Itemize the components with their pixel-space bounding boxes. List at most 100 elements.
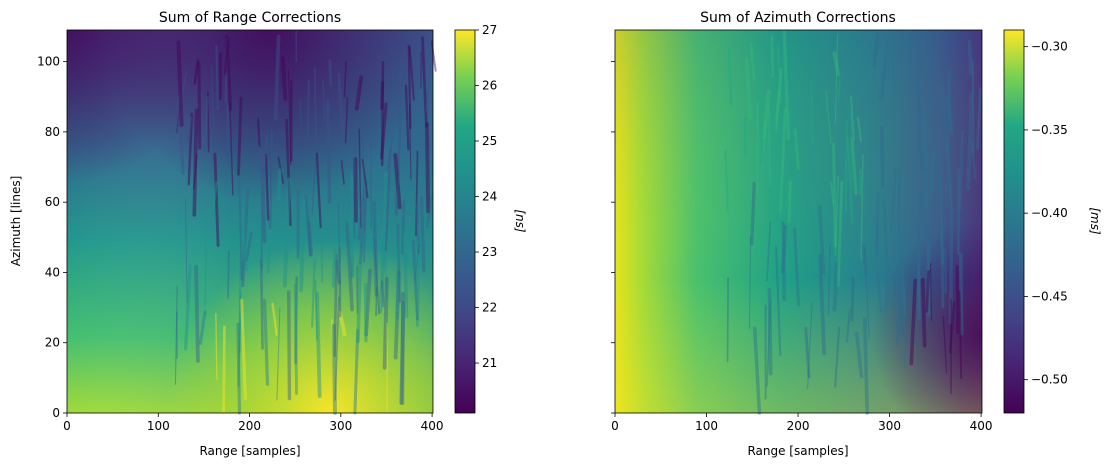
heatmap-streak [890, 168, 897, 236]
heatmap-streak [415, 47, 419, 91]
heatmap-streak [967, 40, 973, 76]
heatmap-streak [174, 285, 178, 385]
heatmap-streak [358, 128, 362, 228]
heatmap-streak [180, 70, 187, 100]
heatmap-streak [347, 216, 355, 278]
heatmap-streak [793, 128, 800, 170]
heatmap-streak [416, 254, 421, 327]
heatmap-streak [825, 90, 832, 144]
heatmap-streak [229, 102, 234, 196]
heatmap-streak [176, 40, 184, 127]
heatmap-streak [836, 180, 844, 287]
right-colorbar-frame [1003, 29, 1025, 414]
colorbar-tick-label: −0.35 [1031, 123, 1068, 137]
heatmap-streak [299, 98, 302, 125]
y-tick-label: 20 [45, 336, 60, 350]
heatmap-streak [340, 160, 345, 185]
heatmap-streak [856, 116, 863, 143]
heatmap-streak [282, 177, 291, 288]
heatmap-streak [382, 277, 389, 370]
heatmap-streak [328, 59, 333, 87]
heatmap-streak [415, 150, 419, 237]
heatmap-streak [775, 245, 782, 356]
heatmap-streak [381, 171, 388, 267]
heatmap-streak [361, 158, 369, 199]
heatmap-streak [245, 231, 253, 262]
heatmap-streak [178, 200, 182, 224]
heatmap-streak [939, 154, 945, 266]
heatmap-streak [761, 119, 766, 169]
heatmap-streak [193, 59, 200, 85]
heatmap-streak [827, 244, 831, 316]
heatmap-streak [404, 84, 410, 151]
heatmap-streak [837, 78, 841, 103]
colorbar-tick-label: 27 [482, 23, 497, 37]
heatmap-streak [749, 235, 752, 330]
heatmap-streak [285, 119, 292, 227]
heatmap-streak [415, 202, 420, 255]
heatmap-streak [287, 69, 292, 166]
heatmap-streak [332, 323, 337, 415]
heatmap-streak [945, 142, 954, 216]
heatmap-streak [916, 190, 923, 298]
heatmap-streak [425, 52, 433, 112]
heatmap-streak [775, 91, 781, 132]
heatmap-streak [237, 168, 244, 281]
heatmap-streak [344, 97, 349, 144]
colorbar-tick-label: −0.30 [1031, 40, 1068, 54]
colorbar-tick-label: 26 [482, 79, 497, 93]
heatmap-streak [830, 180, 835, 206]
colorbar-tick-label: 21 [482, 356, 497, 370]
heatmap-streak [426, 91, 429, 114]
heatmap-streak [726, 276, 729, 363]
heatmap-streak [177, 95, 185, 175]
heatmap-streak [749, 42, 756, 82]
heatmap-streak [860, 154, 864, 261]
heatmap-streak [325, 99, 332, 204]
x-tick-label: 100 [147, 419, 170, 433]
heatmap-streak [399, 301, 406, 405]
left-axes-frame [66, 29, 434, 414]
heatmap-streak [768, 105, 771, 188]
heatmap-streak [724, 149, 729, 211]
heatmap-streak [768, 113, 773, 212]
heatmap-streak [276, 168, 282, 201]
heatmap-streak [307, 220, 314, 257]
heatmap-streak [849, 95, 855, 141]
heatmap-streak [311, 147, 318, 214]
colorbar-tick-label: 23 [482, 245, 497, 259]
heatmap-streak [226, 103, 230, 166]
heatmap-streak [393, 153, 402, 210]
heatmap-streak [331, 249, 338, 288]
heatmap-streak [926, 203, 930, 314]
heatmap-streak [210, 65, 214, 123]
heatmap-streak [834, 34, 839, 125]
heatmap-streak [320, 237, 324, 283]
heatmap-streak [917, 62, 920, 159]
heatmap-streak [293, 283, 299, 395]
heatmap-streak [380, 80, 385, 110]
heatmap-streak [315, 152, 322, 229]
heatmap-streak [210, 181, 218, 221]
heatmap-streak [411, 239, 419, 321]
colorbar-tick-label: 24 [482, 190, 497, 204]
heatmap-streak [753, 326, 762, 415]
left-heatmap-streaks [174, 29, 437, 415]
x-tick-label: 400 [421, 419, 444, 433]
heatmap-streak [276, 307, 281, 401]
heatmap-streak [945, 181, 948, 208]
y-tick-label: 40 [45, 265, 60, 279]
heatmap-streak [861, 244, 869, 277]
heatmap-streak [184, 198, 188, 303]
heatmap-streak [818, 253, 826, 356]
heatmap-streak [375, 286, 378, 317]
heatmap-streak [922, 112, 929, 209]
heatmap-streak [878, 57, 888, 102]
heatmap-streak [948, 69, 953, 133]
x-tick-label: 100 [695, 419, 718, 433]
heatmap-streak [307, 79, 310, 139]
heatmap-streak [264, 153, 270, 221]
heatmap-streak [353, 216, 356, 239]
heatmap-streak [430, 40, 437, 72]
heatmap-streak [874, 223, 880, 248]
